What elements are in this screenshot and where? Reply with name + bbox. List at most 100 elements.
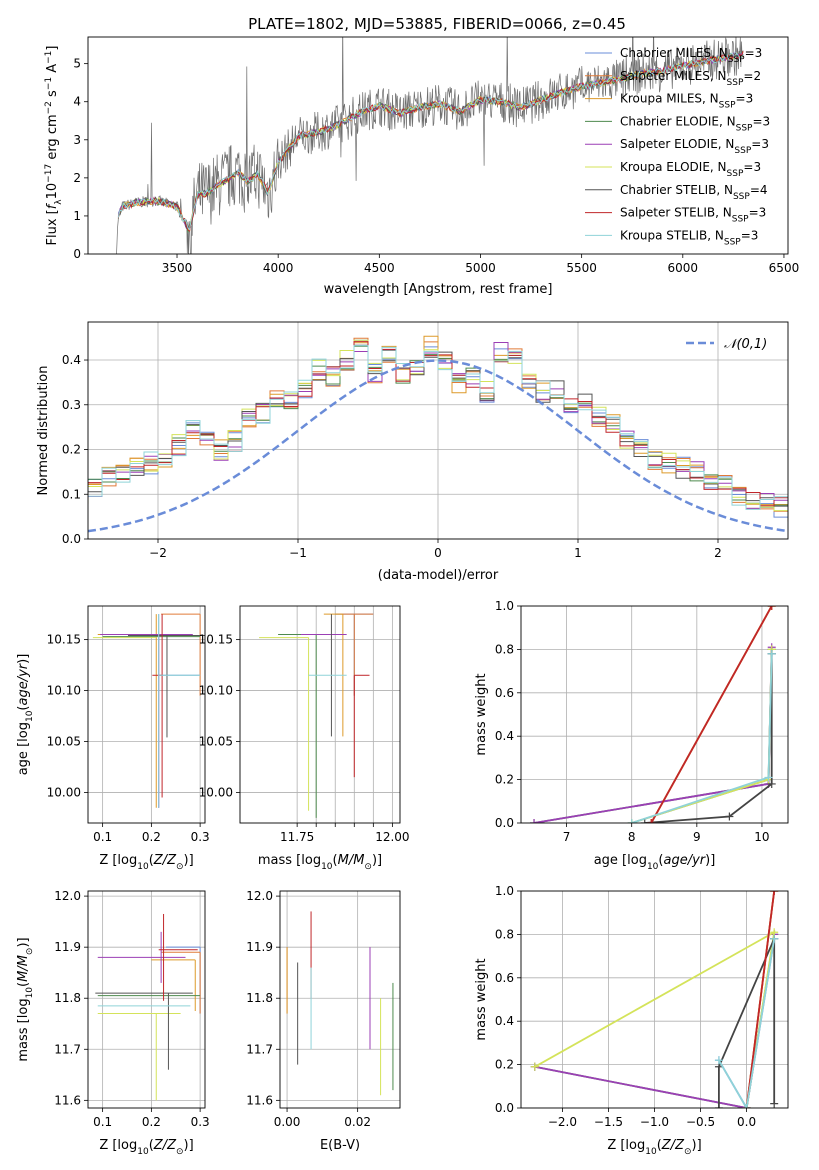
massweight_vs_age-axes: 7 8 9 10 0.0 0.2 0.4 0.6 0.8 1.0 age [log10(age/yr… — [474, 599, 789, 872]
x-tick-label: 0.3 — [191, 1115, 210, 1129]
mass-weight-marker — [770, 1099, 779, 1108]
x-tick-label: 5500 — [566, 261, 597, 275]
x-axis-label: (data-model)/error — [378, 568, 499, 583]
age_vs_Z-plot — [88, 606, 205, 823]
y-tick-label: 0.4 — [495, 1014, 514, 1028]
y-tick-label: 11.8 — [54, 991, 81, 1005]
massweight_vs_Z-plot — [521, 891, 788, 1108]
y-tick-label: 12.0 — [54, 889, 81, 903]
age_vs_Z-axes: 0.1 0.2 0.3 10.00 10.05 10.10 10.15 Z [log10(Z/… — [16, 605, 210, 872]
x-tick-label: 0.2 — [142, 830, 161, 844]
legend-entry: 𝒩(0,1) — [724, 337, 767, 352]
massweight_vs_Z-axes: −2.0 −1.5 −1.0 −0.5 0.0 0.0 0.2 0.4 0.6 0.8 1.0 Z [… — [474, 884, 789, 1157]
axes-frame — [87, 605, 206, 824]
x-tick-label: −1.5 — [594, 1115, 623, 1129]
y-tick-label: 0.4 — [62, 353, 81, 367]
y-tick-label: 0.2 — [495, 773, 514, 787]
mass-weight-line — [631, 653, 773, 823]
x-tick-label: 3500 — [162, 261, 193, 275]
x-tick-label: 6500 — [769, 261, 800, 275]
mass-weight-marker — [770, 891, 779, 895]
x-tick-label: −1 — [289, 546, 307, 560]
model-spectrum-line — [117, 51, 744, 231]
histogram-step — [88, 345, 788, 520]
y-tick-label: 0.2 — [62, 443, 81, 457]
x-tick-label: 0.1 — [93, 830, 112, 844]
y-axis-label: age [log10(age/yr)] — [16, 654, 35, 776]
y-tick-label: 0.6 — [495, 686, 514, 700]
mass-weight-line — [650, 606, 773, 823]
legend-entry: Kroupa STELIB, NSSP=3 — [620, 228, 758, 247]
y-tick-label: 10.05 — [47, 734, 81, 748]
y-tick-label: 11.6 — [246, 1093, 273, 1107]
mass-weight-marker — [530, 819, 539, 823]
mass-weight-marker — [714, 1056, 723, 1065]
y-tick-label: 1.0 — [495, 884, 514, 898]
histogram-step — [88, 341, 788, 518]
mass-weight-marker — [640, 819, 649, 823]
x-tick-label: 9 — [693, 830, 701, 844]
mass_vs_ebv-plot — [280, 891, 400, 1108]
residuals-plot — [88, 322, 788, 539]
x-tick-label: −2.0 — [548, 1115, 577, 1129]
mass-weight-line — [533, 647, 773, 823]
y-tick-label: 10.10 — [199, 684, 233, 698]
axes-frame — [87, 321, 789, 540]
y-tick-label: 11.6 — [54, 1093, 81, 1107]
legend-entry: Kroupa ELODIE, NSSP=3 — [620, 160, 761, 179]
x-tick-label: 0.2 — [142, 1115, 161, 1129]
x-tick-label: 7 — [563, 830, 571, 844]
x-tick-label: 0.1 — [93, 1115, 112, 1129]
normal-reference-curve — [88, 359, 788, 533]
x-tick-label: 0.0 — [737, 1115, 756, 1129]
mass-weight-marker — [714, 1104, 723, 1108]
axes-frame — [279, 890, 401, 1109]
mass-weight-marker — [767, 649, 776, 658]
figure-title: PLATE=1802, MJD=53885, FIBERID=0066, z=0… — [248, 15, 626, 33]
axes-frame — [87, 890, 206, 1109]
x-tick-label: 0.02 — [344, 1115, 371, 1129]
legend-entry: Chabrier ELODIE, NSSP=3 — [620, 114, 770, 133]
x-tick-label: 11.75 — [280, 830, 314, 844]
y-tick-label: 1 — [73, 209, 81, 223]
mass-weight-marker — [530, 1062, 539, 1071]
y-axis-label: mass weight — [474, 673, 489, 755]
x-axis-label: wavelength [Angstrom, rest frame] — [324, 282, 553, 297]
y-tick-label: 0 — [73, 247, 81, 261]
mass-weight-line — [718, 938, 776, 1108]
y-tick-label: 0.1 — [62, 487, 81, 501]
y-tick-label: 10.15 — [199, 633, 233, 647]
x-tick-label: 4500 — [364, 261, 395, 275]
y-tick-label: 0.0 — [62, 532, 81, 546]
y-tick-label: 11.7 — [54, 1042, 81, 1056]
mass-weight-marker — [770, 934, 779, 943]
y-tick-label: 12.0 — [246, 889, 273, 903]
legend-entry: Chabrier MILES, NSSP=3 — [620, 46, 762, 65]
mass-weight-line — [631, 653, 773, 823]
x-tick-label: 8 — [628, 830, 636, 844]
axes-frame — [239, 605, 401, 824]
y-tick-label: 10.15 — [47, 633, 81, 647]
y-tick-label: 5 — [73, 57, 81, 71]
x-axis-label: Z [log10(Z/Z⊙)] — [607, 1138, 701, 1157]
mass-weight-marker — [725, 812, 734, 821]
mass-weight-marker — [767, 779, 776, 788]
x-tick-label: −1.0 — [640, 1115, 669, 1129]
y-tick-label: 0.6 — [495, 971, 514, 985]
y-tick-label: 2 — [73, 171, 81, 185]
y-tick-label: 11.7 — [246, 1042, 273, 1056]
x-tick-label: 10 — [754, 830, 769, 844]
mass-weight-marker — [627, 819, 636, 823]
mass-weight-line — [745, 891, 776, 1108]
y-tick-label: 10.00 — [199, 785, 233, 799]
x-axis-label: mass [log10(M/M⊙)] — [258, 853, 382, 872]
x-tick-label: 0 — [434, 546, 442, 560]
massweight_vs_age-plot — [521, 606, 788, 823]
y-tick-label: 10.05 — [199, 734, 233, 748]
x-tick-label: −0.5 — [686, 1115, 715, 1129]
mass_vs_Z-plot — [88, 891, 205, 1108]
mass-weight-marker — [647, 819, 656, 823]
residuals-axes: −2 −1 0 1 2 0.0 0.1 0.2 0.3 0.4 (data-model)/error… — [36, 321, 789, 583]
axes-frame — [520, 605, 789, 824]
